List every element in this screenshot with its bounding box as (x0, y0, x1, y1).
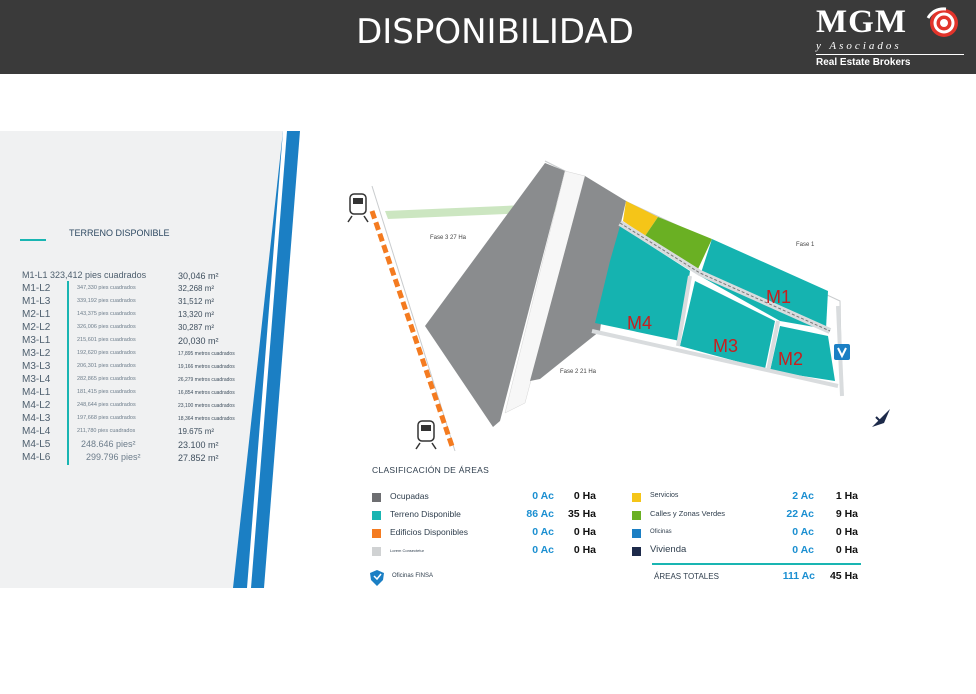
lot-row: M4-L1 181,415 pies cuadrados 16,854 metr… (22, 387, 235, 398)
lot-row: M1-L1 323,412 pies cuadrados 30,046 m² (22, 270, 219, 281)
left-panel-background (0, 131, 300, 588)
logo-tagline: Real Estate Brokers (816, 57, 911, 68)
header-bar: DISPONIBILIDAD MGM y Asociados Real Esta… (0, 0, 976, 74)
block-m2-area (770, 326, 835, 381)
lot-row: M4-L4 211,780 pies cuadrados 19.675 m² (22, 426, 215, 437)
block-m1-label: M1 (766, 287, 791, 307)
legend-swatch (632, 529, 641, 538)
lot-row: M4-L2 248,644 pies cuadrados 23,100 metr… (22, 400, 235, 411)
legend-item-other: Lorem Consectetur 0 Ac 0 Ha (372, 544, 602, 559)
train-icon-bottom (415, 420, 437, 450)
logo-brand: MGM (816, 4, 907, 40)
lot-row: M3-L1 215,601 pies cuadrados 20,030 m² (22, 335, 219, 346)
lot-row: M1-L3 339,192 pies cuadrados 31,512 m² (22, 296, 215, 307)
finsa-offices-legend: Oficinas FINSA (370, 569, 470, 586)
legend-swatch (372, 529, 381, 538)
totals-divider (652, 563, 861, 565)
legend-item-terreno-disponible: Terreno Disponible 86 Ac 35 Ha (372, 508, 602, 523)
train-icon-top (347, 193, 369, 223)
services-area (623, 201, 658, 236)
lot-row: M4-L5 248.646 pies² 23.100 m² (22, 439, 219, 450)
totals-hectares: 45 Ha (829, 570, 858, 582)
entrance-marker-icon (834, 344, 850, 360)
finsa-shield-icon (370, 570, 384, 586)
legend-title: CLASIFICACIÓN DE ÁREAS (372, 465, 490, 475)
logo-subtitle: y Asociados (816, 40, 902, 52)
lot-row: M1-L2 347,330 pies cuadrados 32,268 m² (22, 283, 215, 294)
legend-swatch (372, 493, 381, 502)
lot-row: M2-L1 143,375 pies cuadrados 13,320 m² (22, 309, 215, 320)
lot-row: M4-L6 299.796 pies² 27.852 m² (22, 452, 219, 463)
heading-accent-line (20, 239, 46, 241)
block-m4-area (595, 226, 690, 341)
lot-row: M4-L3 197,668 pies cuadrados 18,364 metr… (22, 413, 235, 424)
block-m1-area (700, 239, 828, 329)
lot-row: M2-L2 326,006 pies cuadrados 30,287 m² (22, 322, 215, 333)
lot-row: M3-L2 192,620 pies cuadrados 17,895 metr… (22, 348, 235, 359)
page-title: DISPONIBILIDAD (356, 12, 634, 52)
availability-panel: TERRENO DISPONIBLE M1-L1 323,412 pies cu… (0, 131, 976, 588)
green-zone-area (645, 217, 712, 269)
legend-item-edificios-disponibles: Edificios Disponibles 0 Ac 0 Ha (372, 526, 602, 541)
lot-row: M3-L4 282,865 pies cuadrados 26,279 metr… (22, 374, 235, 385)
block-m4-label: M4 (627, 313, 652, 333)
phase-3-area (425, 163, 565, 427)
totals-label: ÁREAS TOTALES (654, 572, 719, 581)
logo-swirl-icon (926, 7, 958, 37)
north-arrow-icon (872, 409, 890, 427)
legend-item-ocupadas: Ocupadas 0 Ac 0 Ha (372, 490, 602, 505)
logo-divider (816, 54, 964, 55)
legend-swatch (372, 547, 381, 556)
legend-swatch (632, 547, 641, 556)
block-m3-area (680, 281, 775, 369)
legend-item-servicios: Servicios 2 Ac 1 Ha (632, 490, 862, 505)
site-plan-map: Fase 3 27 Ha Fase 2 21 Ha Fase 1 M1 M2 M… (347, 160, 890, 452)
legend-item-vivienda: Vivienda 0 Ac 0 Ha (632, 544, 862, 559)
lot-row: M3-L3 206,301 pies cuadrados 19,166 metr… (22, 361, 235, 372)
legend-swatch (632, 511, 641, 520)
phase-1-label: Fase 1 (796, 242, 815, 248)
phase-3-label: Fase 3 27 Ha (430, 235, 467, 241)
totals-acres: 111 Ac (782, 570, 815, 582)
legend-swatch (632, 493, 641, 502)
block-m2-label: M2 (778, 349, 803, 369)
lots-accent-bar (67, 281, 69, 465)
legend-swatch (372, 511, 381, 520)
mgm-logo: MGM y Asociados Real Estate Brokers (812, 4, 968, 70)
block-m3-label: M3 (713, 336, 738, 356)
legend-item-oficinas: Oficinas 0 Ac 0 Ha (632, 526, 862, 541)
phase-2-label: Fase 2 21 Ha (560, 369, 597, 375)
legend-item-calles-zonas-verdes: Calles y Zonas Verdes 22 Ac 9 Ha (632, 508, 862, 523)
phase-2-area (530, 176, 626, 381)
